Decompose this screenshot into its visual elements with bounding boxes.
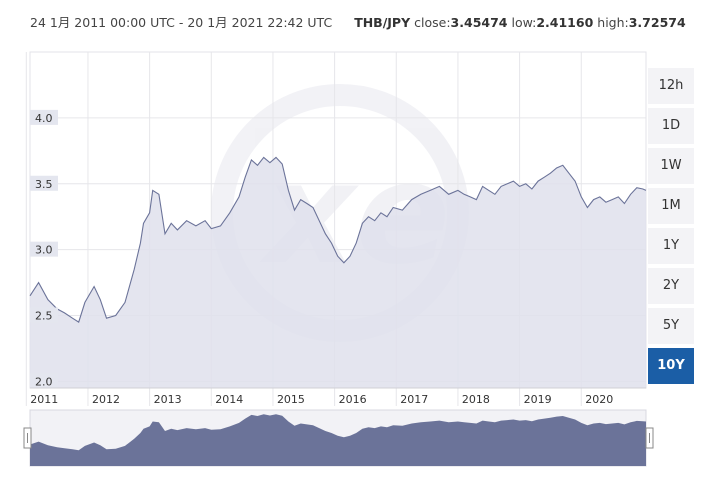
y-tick-label: 2.5 xyxy=(35,310,53,323)
timeframe-button-1m[interactable]: 1M xyxy=(648,188,694,224)
series-line xyxy=(29,156,647,323)
timeframe-button-1d[interactable]: 1D xyxy=(648,108,694,144)
chart-header: 24 1月 2011 00:00 UTC - 20 1月 2021 22:42 … xyxy=(30,12,686,31)
y-tick-label: 3.0 xyxy=(35,244,53,257)
x-tick-label: 2020 xyxy=(585,393,613,406)
close-value: 3.45474 xyxy=(450,15,508,30)
date-range: 24 1月 2011 00:00 UTC - 20 1月 2021 22:42 … xyxy=(30,15,333,30)
y-tick-label: 2.0 xyxy=(35,375,53,388)
x-tick-label: 2014 xyxy=(215,393,243,406)
timeframe-button-1y[interactable]: 1Y xyxy=(648,228,694,264)
navigator-series xyxy=(30,414,646,466)
close-label: close: xyxy=(414,15,451,30)
timeframe-button-5y[interactable]: 5Y xyxy=(648,308,694,344)
navigator[interactable] xyxy=(23,409,654,467)
y-tick-label: 4.0 xyxy=(35,112,53,125)
series-area xyxy=(30,157,646,388)
timeframe-button-2y[interactable]: 2Y xyxy=(648,268,694,304)
y-tick-label: 3.5 xyxy=(35,178,53,191)
y-tick-label-bg xyxy=(30,109,58,125)
x-tick-label: 2015 xyxy=(277,393,305,406)
navigator-right-handle[interactable] xyxy=(645,427,654,449)
x-tick-label: 2012 xyxy=(92,393,120,406)
y-tick-label-bg xyxy=(30,307,58,323)
high-value: 3.72574 xyxy=(628,15,686,30)
y-axis: 2.0 2.5 3.0 3.5 4.0 xyxy=(30,109,58,389)
y-tick-label-bg xyxy=(30,373,58,389)
high-label: high: xyxy=(597,15,629,30)
low-value: 2.41160 xyxy=(536,15,594,30)
navigator-left-handle[interactable] xyxy=(23,427,32,449)
y-tick-label-bg xyxy=(30,175,58,191)
x-tick-label: 2017 xyxy=(400,393,428,406)
currency-pair: THB/JPY xyxy=(354,15,411,30)
x-tick-label: 2013 xyxy=(154,393,182,406)
timeframe-button-10y[interactable]: 10Y xyxy=(648,348,694,384)
x-tick-label: 2019 xyxy=(524,393,552,406)
low-label: low: xyxy=(511,15,537,30)
x-tick-label: 2016 xyxy=(339,393,367,406)
y-tick-label-bg xyxy=(30,241,58,257)
x-tick-label: 2011 xyxy=(30,393,58,406)
x-axis: 2011 2012 2013 2014 2015 2016 2017 2018 2019 2020 xyxy=(30,387,646,406)
timeframe-button-1w[interactable]: 1W xyxy=(648,148,694,184)
x-tick-label: 2018 xyxy=(462,393,490,406)
timeframe-button-12h[interactable]: 12h xyxy=(648,68,694,104)
